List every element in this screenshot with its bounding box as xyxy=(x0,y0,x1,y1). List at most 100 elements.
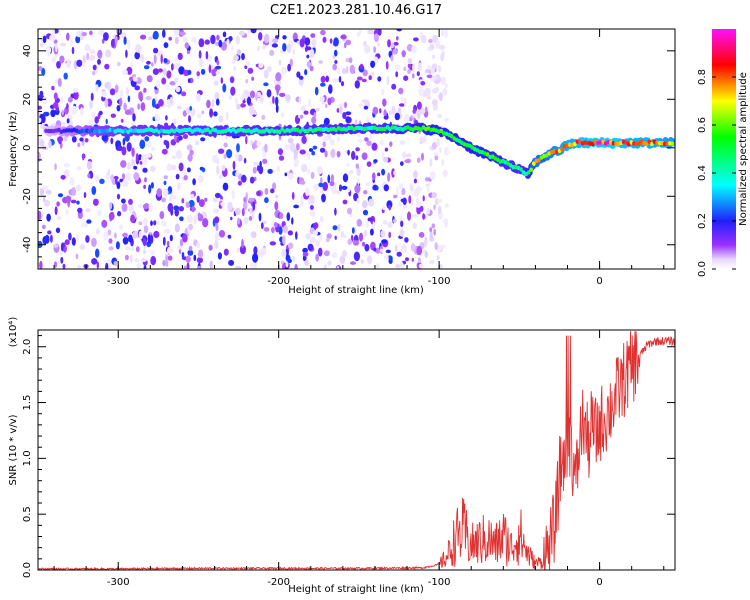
noise-speck xyxy=(114,84,119,93)
noise-speck xyxy=(337,136,340,143)
noise-speck xyxy=(399,261,404,269)
noise-speck xyxy=(218,230,226,238)
noise-speck xyxy=(53,39,58,44)
noise-speck xyxy=(420,138,427,143)
noise-speck xyxy=(245,135,248,145)
noise-speck xyxy=(144,136,150,142)
noise-speck xyxy=(56,216,62,220)
noise-speck xyxy=(365,219,369,229)
noise-speck xyxy=(292,255,296,263)
noise-speck xyxy=(60,175,66,180)
noise-speck xyxy=(172,155,176,159)
y-tick-label: 1.5 xyxy=(22,395,33,411)
ridge-point xyxy=(662,141,667,147)
noise-speck xyxy=(49,34,56,42)
noise-speck xyxy=(121,146,127,156)
noise-speck xyxy=(142,237,147,247)
noise-speck xyxy=(320,75,326,83)
noise-speck xyxy=(87,173,91,179)
noise-speck xyxy=(418,86,424,96)
noise-speck xyxy=(66,118,70,124)
ridge-point xyxy=(116,128,120,133)
noise-speck xyxy=(381,168,386,176)
noise-speck xyxy=(122,137,126,146)
noise-speck xyxy=(220,77,223,84)
noise-speck xyxy=(356,219,362,227)
noise-speck xyxy=(313,112,317,118)
noise-speck xyxy=(45,46,52,54)
noise-speck xyxy=(299,149,306,155)
noise-speck xyxy=(166,84,170,91)
noise-speck xyxy=(165,115,168,121)
noise-speck xyxy=(38,66,43,71)
noise-speck xyxy=(352,240,360,246)
noise-speck xyxy=(111,178,116,186)
noise-speck xyxy=(350,261,356,265)
noise-speck xyxy=(128,234,133,243)
noise-speck xyxy=(252,201,256,211)
snr-series xyxy=(38,331,675,570)
noise-speck xyxy=(324,150,328,158)
noise-speck xyxy=(148,184,152,194)
noise-speck xyxy=(42,185,49,191)
noise-speck xyxy=(396,29,402,32)
noise-speck xyxy=(128,204,134,213)
noise-speck xyxy=(304,259,309,266)
noise-speck xyxy=(182,36,188,43)
noise-speck xyxy=(174,208,179,217)
noise-speck xyxy=(334,235,337,240)
noise-speck xyxy=(71,187,76,196)
noise-speck xyxy=(77,142,81,148)
noise-speck xyxy=(108,246,114,251)
snr-frame xyxy=(37,329,676,571)
noise-speck xyxy=(187,78,191,83)
noise-speck xyxy=(169,81,176,86)
noise-speck xyxy=(422,213,425,220)
noise-speck xyxy=(332,225,338,231)
noise-speck xyxy=(97,49,103,59)
noise-speck xyxy=(434,155,439,161)
noise-speck xyxy=(125,246,131,251)
noise-speck xyxy=(75,35,81,44)
noise-speck xyxy=(160,54,163,64)
noise-speck xyxy=(387,39,391,48)
noise-speck xyxy=(324,250,330,257)
noise-speck xyxy=(375,262,380,269)
noise-speck xyxy=(209,260,213,269)
noise-speck xyxy=(285,94,291,102)
noise-speck xyxy=(407,69,411,74)
noise-speck xyxy=(213,111,218,117)
noise-speck xyxy=(82,61,86,68)
noise-speck xyxy=(45,189,52,195)
noise-speck xyxy=(191,36,197,43)
noise-speck xyxy=(150,62,154,67)
noise-speck xyxy=(192,215,197,225)
noise-speck xyxy=(320,29,326,36)
noise-speck xyxy=(348,170,354,175)
noise-speck xyxy=(272,38,279,44)
ridge-point xyxy=(257,129,261,134)
noise-speck xyxy=(101,134,108,142)
noise-speck xyxy=(89,30,93,36)
noise-speck xyxy=(437,64,442,73)
noise-speck xyxy=(318,60,323,64)
noise-speck xyxy=(302,251,309,257)
noise-speck xyxy=(369,132,373,140)
ridge-point xyxy=(277,129,282,135)
noise-speck xyxy=(46,213,51,222)
noise-speck xyxy=(218,174,223,180)
noise-speck xyxy=(198,58,204,67)
noise-speck xyxy=(362,241,365,247)
ridge-point xyxy=(390,125,395,130)
noise-speck xyxy=(122,232,128,238)
noise-speck xyxy=(185,255,191,263)
noise-speck xyxy=(262,44,266,50)
noise-speck xyxy=(381,88,385,96)
y-tick-label: 0.5 xyxy=(22,506,33,522)
noise-speck xyxy=(291,217,294,225)
noise-speck xyxy=(274,201,279,211)
noise-speck xyxy=(388,231,392,239)
noise-speck xyxy=(362,209,369,216)
noise-speck xyxy=(162,259,166,267)
noise-speck xyxy=(389,141,393,147)
